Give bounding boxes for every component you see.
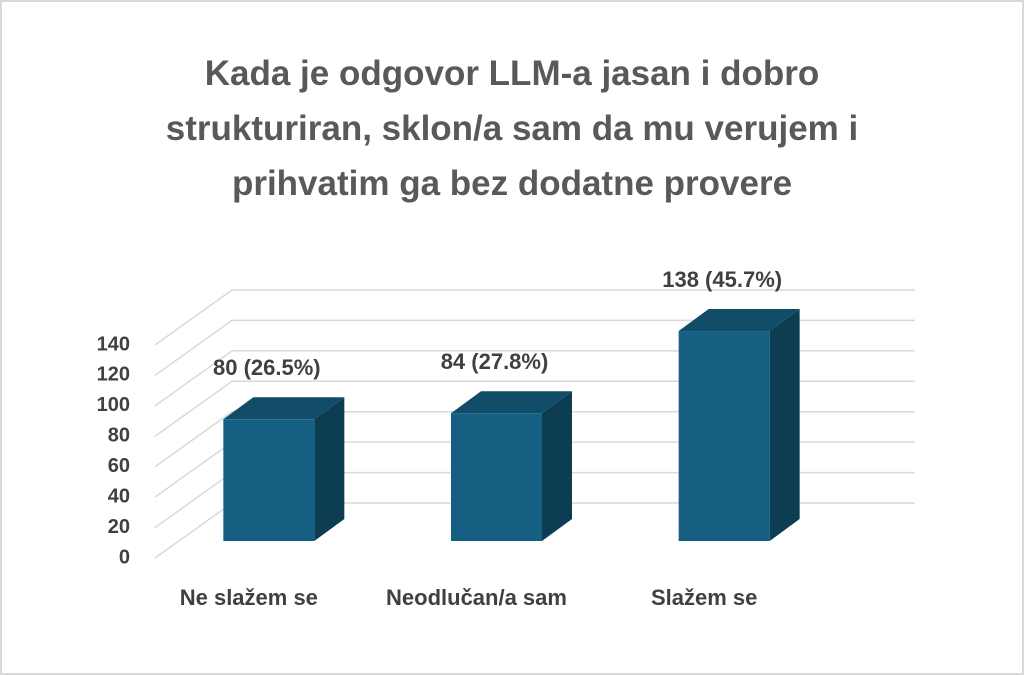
y-tick-label: 120 <box>97 364 130 386</box>
bar-side <box>542 391 572 541</box>
bar <box>678 331 770 541</box>
value-label: 138 (45.7%) <box>662 267 782 292</box>
bar-top <box>223 397 345 420</box>
y-tick-label: 40 <box>108 485 130 507</box>
y-tick-label: 20 <box>108 516 130 538</box>
bar <box>451 413 542 541</box>
grid-line <box>154 319 915 377</box>
x-tick-label: Slažem se <box>650 585 758 610</box>
grid-line <box>154 289 915 346</box>
chart-title: Kada je odgovor LLM-a jasan i dobro stru… <box>165 54 859 203</box>
bar-top <box>451 391 572 414</box>
value-label: 80 (26.5%) <box>213 355 321 380</box>
y-tick-label: 60 <box>108 455 130 477</box>
bar-top <box>678 309 800 332</box>
bar-side <box>769 309 800 541</box>
y-tick-label: 140 <box>97 333 130 355</box>
bar-side <box>314 397 345 541</box>
y-tick-label: 80 <box>108 425 130 447</box>
x-tick-label: Neodlučan/a sam <box>386 585 567 610</box>
y-tick-label: 0 <box>119 546 130 568</box>
value-label: 84 (27.8%) <box>441 349 549 374</box>
y-tick-label: 100 <box>97 394 130 416</box>
x-tick-label: Ne slažem se <box>179 585 318 610</box>
bar <box>223 419 315 541</box>
